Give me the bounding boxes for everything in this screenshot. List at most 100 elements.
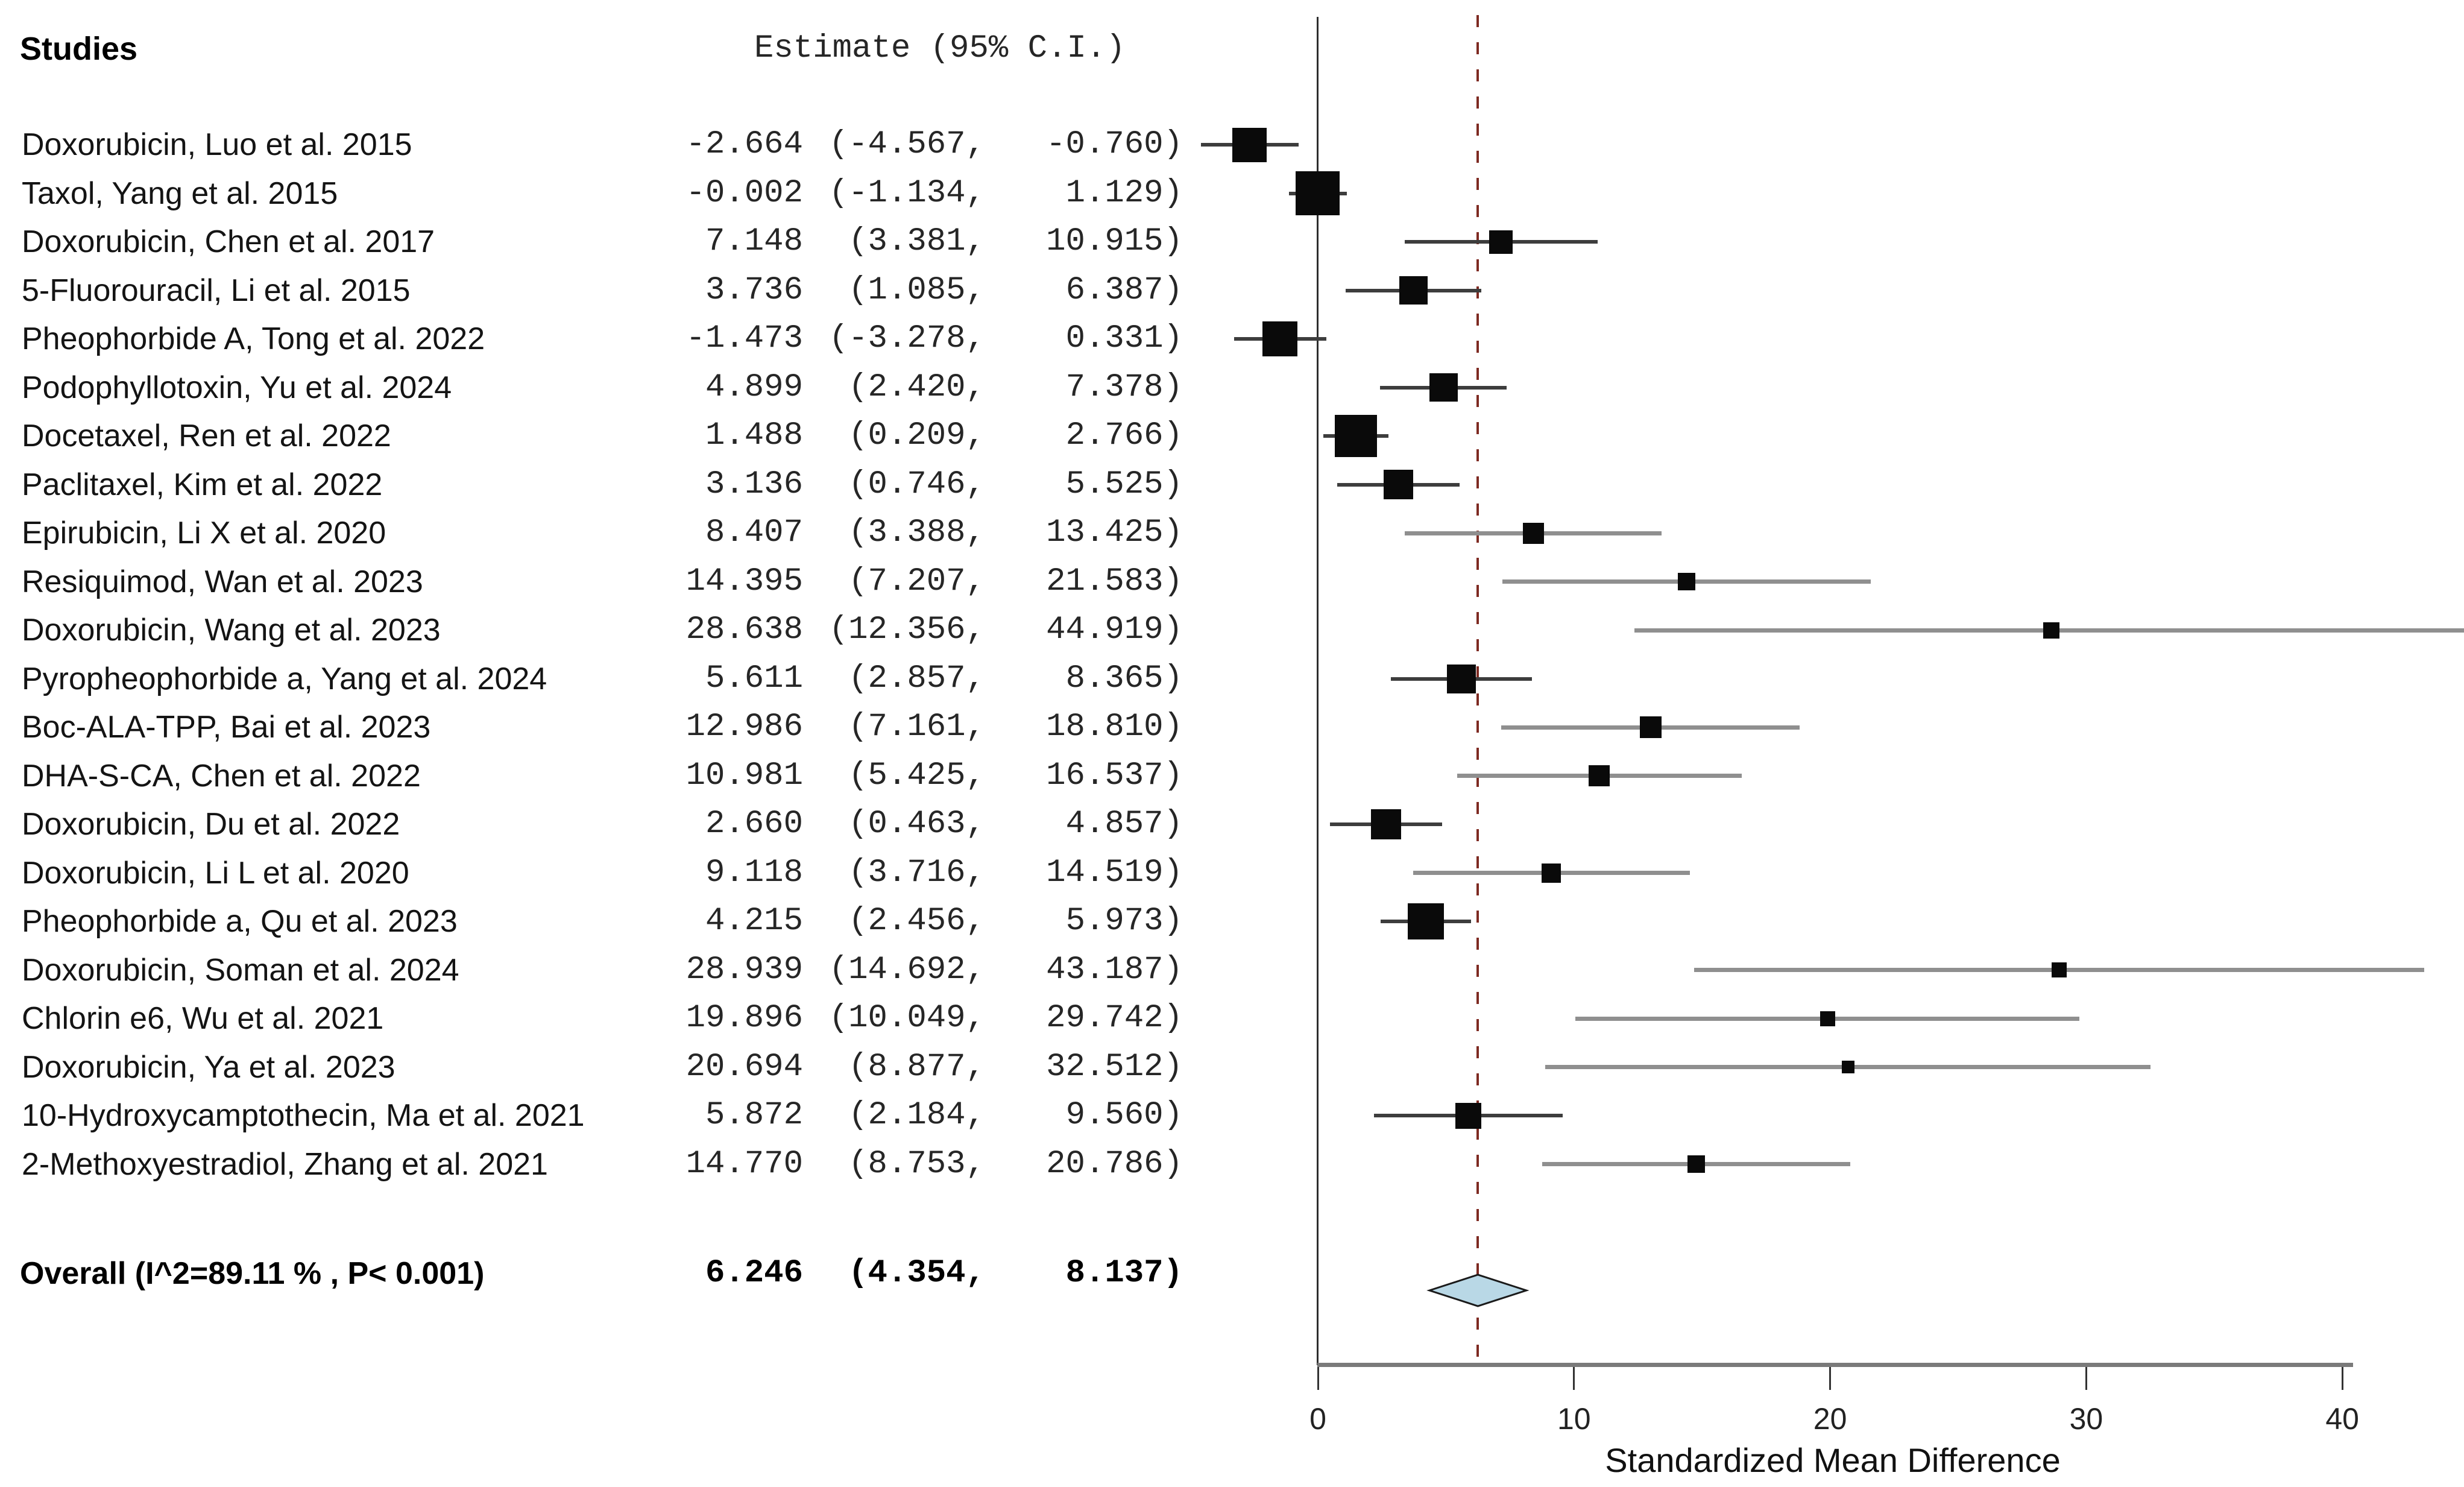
ci-lower: (14.692, [828, 951, 985, 988]
estimate-value: 9.118 [705, 854, 803, 891]
study-label: Doxorubicin, Luo et al. 2015 [22, 127, 412, 162]
effect-marker [1399, 276, 1428, 305]
study-label: 10-Hydroxycamptothecin, Ma et al. 2021 [22, 1098, 585, 1134]
effect-marker [1371, 809, 1401, 840]
estimate-value: 2.660 [705, 806, 803, 843]
ci-lower: (2.456, [848, 903, 985, 940]
effect-marker [1296, 171, 1340, 215]
ci-upper: 6.387) [1065, 271, 1183, 309]
ci-lower: (1.085, [848, 271, 985, 309]
effect-marker [1262, 321, 1298, 357]
ci-lower: (3.381, [848, 223, 985, 260]
effect-marker [2043, 622, 2059, 639]
x-axis-title: Standardized Mean Difference [1605, 1441, 2061, 1479]
overall-reference-line [1476, 15, 1479, 1365]
effect-marker [1408, 903, 1445, 940]
estimate-value: -1.473 [685, 320, 803, 358]
ci-lower: (7.161, [848, 709, 985, 746]
ci-lower: (5.425, [848, 757, 985, 794]
estimate-value: 3.736 [705, 271, 803, 309]
study-label: Paclitaxel, Kim et al. 2022 [22, 467, 383, 502]
study-label: DHA-S-CA, Chen et al. 2022 [22, 758, 421, 794]
estimate-value: 28.638 [685, 611, 803, 649]
effect-marker [1687, 1155, 1705, 1173]
effect-marker [2051, 962, 2067, 978]
study-label: Taxol, Yang et al. 2015 [22, 175, 338, 211]
estimate-value: 7.148 [705, 223, 803, 260]
study-label: 5-Fluorouracil, Li et al. 2015 [22, 273, 411, 308]
ci-upper: 29.742) [1046, 1000, 1183, 1037]
effect-marker [1429, 373, 1458, 402]
ci-lower: (0.463, [848, 806, 985, 843]
ci-upper: 2.766) [1065, 417, 1183, 455]
overall-label: Overall (I^2=89.11 % , P< 0.001) [20, 1256, 485, 1291]
ci-lower: (0.209, [848, 417, 985, 455]
effect-marker [1232, 127, 1267, 162]
axis-tick [2341, 1367, 2343, 1390]
study-label: Chlorin e6, Wu et al. 2021 [22, 1001, 384, 1037]
study-label: Pheophorbide a, Qu et al. 2023 [22, 904, 458, 939]
x-axis-line [1317, 1363, 2353, 1367]
effect-marker [1589, 765, 1610, 787]
ci-upper: 14.519) [1046, 854, 1183, 891]
ci-upper: -0.760) [1046, 126, 1183, 163]
effect-marker [1383, 470, 1413, 500]
estimate-value: 14.770 [685, 1145, 803, 1182]
estimate-value: 8.407 [705, 514, 803, 552]
estimate-value: 19.896 [685, 1000, 803, 1037]
estimate-value: 14.395 [685, 563, 803, 600]
ci-lower: (-4.567, [828, 126, 985, 163]
ci-lower: (0.746, [848, 466, 985, 503]
ci-upper: 5.973) [1065, 903, 1183, 940]
axis-tick-label: 10 [1557, 1402, 1591, 1436]
ci-upper: 44.919) [1046, 611, 1183, 649]
study-label: Pheophorbide A, Tong et al. 2022 [22, 321, 485, 357]
study-label: Docetaxel, Ren et al. 2022 [22, 418, 391, 454]
overall-ci-lower: (4.354, [848, 1255, 985, 1292]
axis-tick-label: 0 [1309, 1402, 1326, 1436]
ci-lower: (7.207, [848, 563, 985, 600]
study-label: Doxorubicin, Soman et al. 2024 [22, 952, 459, 988]
effect-marker [1522, 522, 1544, 544]
estimate-value: 12.986 [685, 709, 803, 746]
ci-upper: 0.331) [1065, 320, 1183, 358]
ci-lower: (2.857, [848, 660, 985, 697]
ci-lower: (3.716, [848, 854, 985, 891]
ci-lower: (-1.134, [828, 174, 985, 212]
study-label: Doxorubicin, Du et al. 2022 [22, 807, 400, 842]
estimate-value: 3.136 [705, 466, 803, 503]
effect-marker [1542, 863, 1561, 883]
estimate-value: 4.899 [705, 368, 803, 406]
estimate-value: 4.215 [705, 903, 803, 940]
ci-lower: (8.753, [848, 1145, 985, 1182]
estimate-value: 5.872 [705, 1097, 803, 1134]
ci-lower: (2.184, [848, 1097, 985, 1134]
effect-marker [1335, 415, 1378, 458]
study-label: Doxorubicin, Ya et al. 2023 [22, 1049, 395, 1085]
effect-marker [1841, 1061, 1854, 1074]
estimate-value: 5.611 [705, 660, 803, 697]
ci-lower: (2.420, [848, 368, 985, 406]
effect-marker [1639, 716, 1662, 739]
ci-upper: 8.365) [1065, 660, 1183, 697]
ci-upper: 20.786) [1046, 1145, 1183, 1182]
study-label: Doxorubicin, Chen et al. 2017 [22, 224, 435, 259]
zero-line [1317, 17, 1319, 1365]
estimate-value: 10.981 [685, 757, 803, 794]
ci-upper: 7.378) [1065, 368, 1183, 406]
axis-tick-label: 30 [2069, 1402, 2103, 1436]
study-label: Epirubicin, Li X et al. 2020 [22, 516, 386, 551]
ci-upper: 32.512) [1046, 1048, 1183, 1085]
study-label: Boc-ALA-TPP, Bai et al. 2023 [22, 710, 431, 745]
axis-tick [1317, 1367, 1319, 1390]
estimate-value: -2.664 [685, 126, 803, 163]
ci-upper: 21.583) [1046, 563, 1183, 600]
estimate-value: 1.488 [705, 417, 803, 455]
axis-tick-label: 40 [2325, 1402, 2359, 1436]
ci-upper: 9.560) [1065, 1097, 1183, 1134]
axis-tick [2085, 1367, 2087, 1390]
effect-marker [1447, 664, 1476, 693]
study-label: 2-Methoxyestradiol, Zhang et al. 2021 [22, 1146, 548, 1182]
ci-lower: (8.877, [848, 1048, 985, 1085]
ci-upper: 16.537) [1046, 757, 1183, 794]
